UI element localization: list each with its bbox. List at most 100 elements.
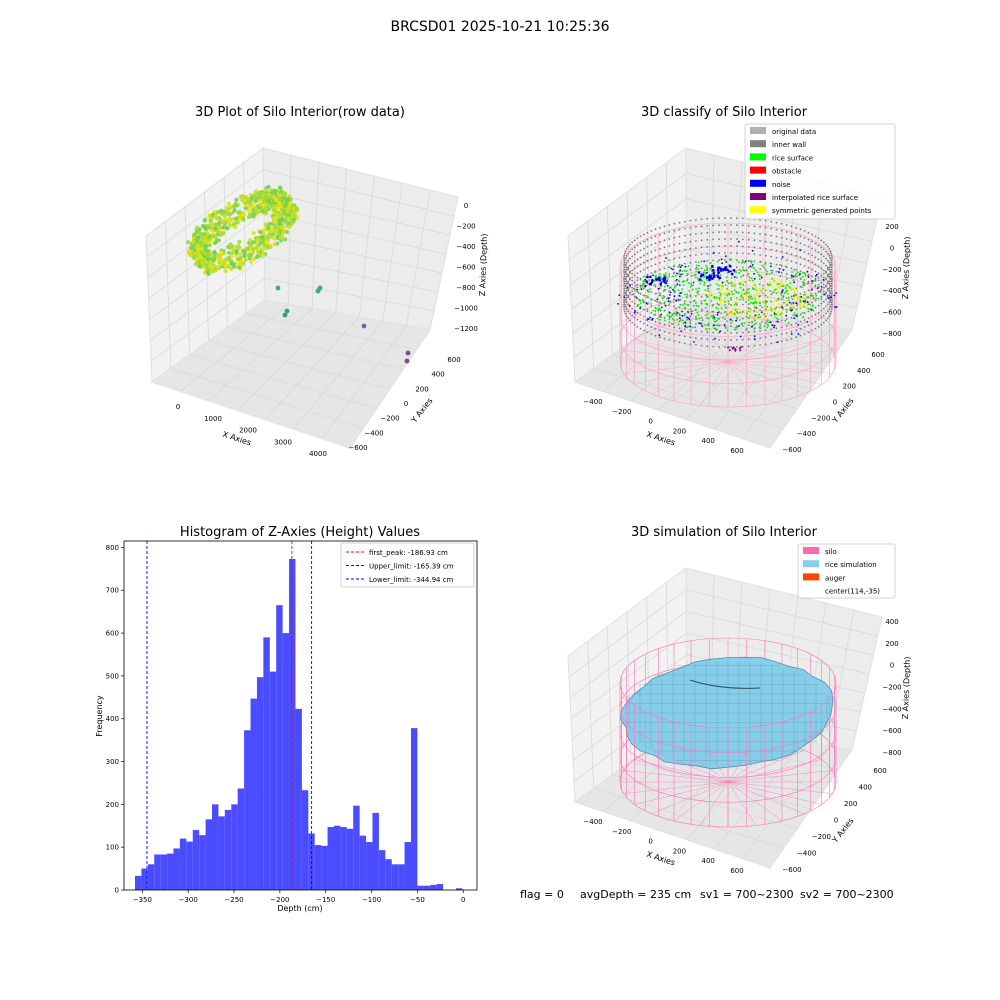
inner-wall-point (627, 294, 630, 297)
rice-surface-point (820, 296, 823, 299)
rice-surface-point (753, 288, 756, 291)
inner-wall-point (627, 273, 630, 276)
rice-surface-point (683, 302, 686, 305)
inner-wall-point (814, 263, 817, 266)
inner-wall-point (759, 309, 761, 311)
rice-surface-point (688, 282, 690, 284)
noise-cluster-point (697, 271, 701, 274)
inner-wall-point (785, 339, 788, 341)
inner-wall-point (795, 226, 797, 229)
symmetric-point (738, 280, 741, 283)
inner-wall-point (624, 305, 627, 308)
inner-wall-point (730, 346, 732, 348)
rice-surface-point (674, 279, 677, 282)
symmetric-point (755, 299, 758, 302)
inner-wall-point (706, 331, 709, 334)
noise-point (792, 295, 795, 297)
grid-line-y-wall (311, 161, 320, 309)
noise-point (776, 341, 779, 343)
inner-wall-point (673, 243, 676, 246)
rice-surface-point (697, 314, 700, 317)
legend-label: Upper_limit: -165.39 cm (369, 563, 454, 571)
rice-surface-point (751, 298, 753, 300)
rice-surface-point (692, 300, 695, 303)
symmetric-point (749, 314, 752, 316)
inner-wall-point (741, 296, 744, 299)
inner-wall-point (829, 271, 832, 274)
inner-wall-point (803, 291, 806, 293)
rice-surface-point (664, 309, 666, 312)
rice-surface-point (656, 317, 659, 320)
noise-point (781, 256, 784, 258)
inner-wall-point (646, 310, 649, 313)
data-point (249, 259, 254, 264)
data-point (223, 263, 228, 268)
inner-wall-point (803, 251, 806, 253)
data-point (257, 198, 262, 203)
rice-surface-point (812, 279, 815, 282)
inner-wall-point (654, 249, 657, 252)
data-point (254, 189, 259, 194)
rice-surface-point (771, 278, 773, 280)
z-tick-label: −800 (882, 749, 901, 757)
noise-point (770, 265, 772, 268)
x-tick-label: 200 (673, 847, 686, 855)
rice-surface-point (752, 279, 754, 282)
classify-plot-title: 3D classify of Silo Interior (641, 105, 808, 120)
data-point (224, 210, 229, 215)
rice-surface-point (664, 274, 667, 277)
y-tick-label: 0 (404, 400, 408, 408)
inner-wall-point (822, 269, 825, 272)
inner-wall-point (623, 278, 625, 280)
rice-surface-point (720, 307, 723, 310)
rice-surface-point (706, 269, 708, 271)
noise-point (680, 330, 683, 332)
inner-wall-point (695, 302, 697, 304)
noise-point (721, 262, 723, 265)
inner-wall-point (785, 297, 788, 299)
inner-wall-point (736, 266, 738, 268)
rice-surface-point (750, 295, 753, 298)
rice-surface-point (766, 324, 769, 327)
inner-wall-point (830, 280, 833, 283)
symmetric-point (731, 305, 734, 308)
noise-point (699, 322, 702, 325)
legend-label: auger (825, 574, 845, 582)
inner-wall-point (629, 292, 631, 295)
inner-wall-point (799, 327, 802, 330)
inner-wall-point (631, 276, 634, 279)
symmetric-point (741, 281, 744, 284)
z-tick-label: −600 (456, 264, 475, 272)
inner-wall-point (639, 313, 642, 316)
rice-surface-point (655, 274, 657, 277)
legend-swatch (750, 153, 766, 161)
rice-surface-point (758, 283, 761, 285)
histogram-bar (212, 804, 219, 890)
noise-point (797, 333, 800, 336)
inner-wall-point (718, 245, 720, 248)
inner-wall-point (695, 247, 697, 249)
inner-wall-point (700, 295, 703, 298)
inner-wall-point (673, 257, 676, 260)
y-tick-label: 600 (447, 356, 460, 364)
noise-point (753, 335, 756, 337)
rice-surface-point (639, 302, 642, 304)
rice-surface-point (707, 290, 709, 292)
inner-wall-point (799, 270, 802, 273)
symmetric-point (755, 311, 758, 313)
inner-wall-point (631, 300, 634, 303)
data-point (287, 212, 292, 217)
data-point (191, 255, 196, 260)
data-point (260, 253, 265, 258)
noise-cluster-point (655, 278, 658, 281)
symmetric-point (735, 312, 738, 315)
inner-wall-point (673, 222, 676, 225)
rice-surface-point (785, 291, 788, 293)
inner-wall-point (807, 324, 810, 327)
rice-surface-point (727, 292, 730, 295)
inner-wall-point (811, 287, 813, 290)
noise-point (810, 309, 813, 311)
inner-wall-point (811, 261, 813, 264)
noise-point (735, 319, 737, 322)
legend-label: original data (772, 128, 816, 136)
